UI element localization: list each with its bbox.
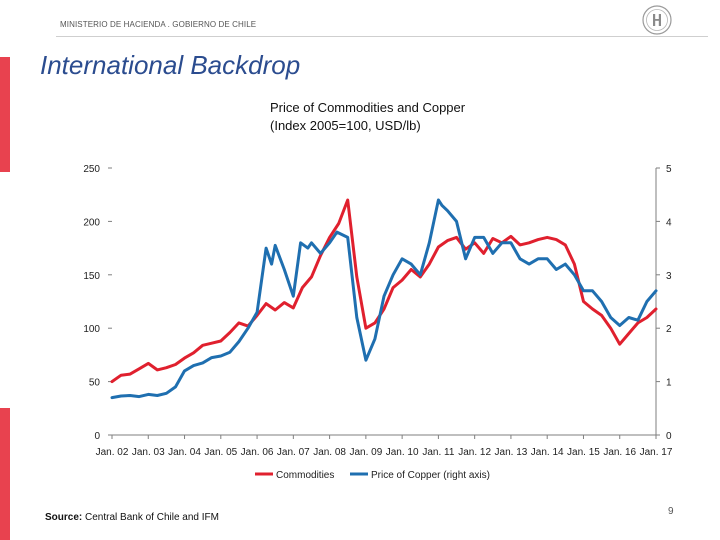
x-tick-label: Jan. 06: [241, 447, 274, 458]
right-y-tick-label: 1: [666, 378, 672, 389]
left-y-tick-label: 0: [94, 431, 100, 442]
right-y-tick-label: 2: [666, 324, 672, 335]
ministry-logo-icon: [642, 5, 672, 35]
right-y-tick-label: 5: [666, 164, 672, 175]
x-tick-label: Jan. 10: [386, 447, 419, 458]
source-label: Source:: [45, 512, 83, 523]
x-tick-label: Jan. 12: [458, 447, 491, 458]
x-tick-label: Jan. 07: [277, 447, 310, 458]
chart-heading: Price of Commodities and Copper (Index 2…: [270, 99, 465, 135]
right-y-tick-label: 4: [666, 217, 672, 228]
left-y-tick-label: 200: [83, 217, 100, 228]
left-y-tick-label: 150: [83, 271, 100, 282]
x-tick-label: Jan. 17: [640, 447, 673, 458]
ministry-header: MINISTERIO DE HACIENDA . GOBIERNO DE CHI…: [60, 20, 257, 29]
x-tick-label: Jan. 16: [603, 447, 636, 458]
x-tick-label: Jan. 05: [204, 447, 237, 458]
left-y-tick-label: 250: [83, 164, 100, 175]
page-number: 9: [668, 506, 674, 517]
x-tick-label: Jan. 04: [168, 447, 201, 458]
chart-title: Price of Commodities and Copper: [270, 100, 466, 115]
slide-title: International Backdrop: [40, 50, 301, 80]
source-note: Source: Central Bank of Chile and IFM: [45, 512, 219, 523]
right-y-tick-label: 0: [666, 431, 672, 442]
copper-price-line: [110, 198, 658, 400]
accent-bar-top: [0, 57, 10, 172]
x-tick-label: Jan. 08: [313, 447, 346, 458]
legend-commodities-label: Commodities: [276, 470, 334, 481]
x-tick-label: Jan. 11: [422, 447, 454, 458]
source-text: Central Bank of Chile and IFM: [85, 512, 219, 523]
left-y-tick-label: 100: [83, 324, 100, 335]
x-tick-label: Jan. 02: [96, 447, 129, 458]
x-tick-label: Jan. 14: [531, 447, 564, 458]
x-tick-label: Jan. 09: [349, 447, 382, 458]
x-tick-label: Jan. 15: [567, 447, 600, 458]
left-y-tick-label: 50: [89, 378, 101, 389]
legend-copper-label: Price of Copper (right axis): [371, 470, 490, 481]
header-divider: [56, 36, 708, 37]
x-tick-label: Jan. 13: [495, 447, 528, 458]
accent-bar-bottom: [0, 408, 10, 540]
commodities-line: [110, 198, 658, 384]
x-tick-label: Jan. 03: [132, 447, 165, 458]
right-y-tick-label: 3: [666, 271, 672, 282]
chart-subtitle: (Index 2005=100, USD/lb): [270, 118, 421, 133]
